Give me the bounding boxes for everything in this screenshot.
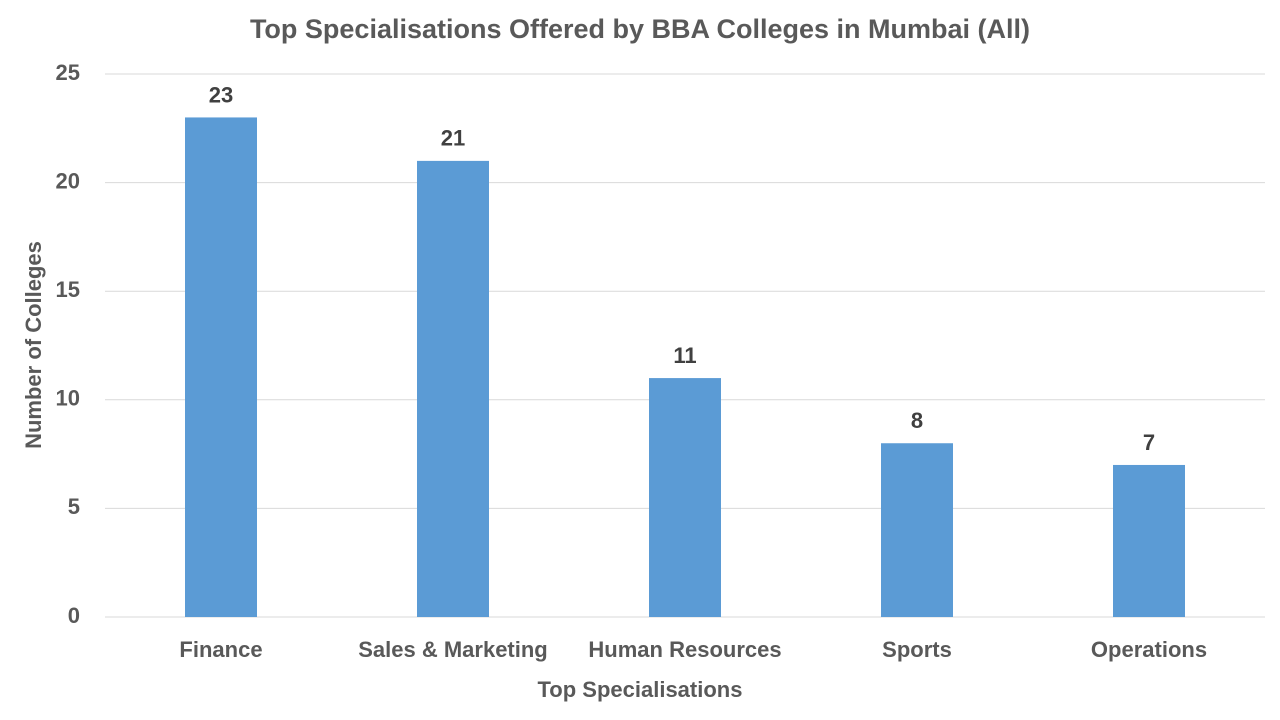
data-label: 7 — [1143, 430, 1155, 455]
y-tick-label: 15 — [56, 277, 80, 302]
data-label: 23 — [209, 82, 233, 107]
bar — [1113, 464, 1185, 617]
y-tick-label: 20 — [56, 168, 80, 193]
data-label: 8 — [911, 408, 923, 433]
bar — [649, 378, 721, 617]
x-tick-label: Human Resources — [588, 637, 781, 662]
x-tick-label: Sales & Marketing — [358, 637, 548, 662]
data-label: 21 — [441, 126, 465, 151]
bar — [881, 443, 953, 617]
y-tick-label: 10 — [56, 386, 80, 411]
x-axis-label: Top Specialisations — [538, 677, 743, 702]
x-tick-label: Operations — [1091, 637, 1207, 662]
y-tick-label: 0 — [68, 603, 80, 628]
x-tick-label: Finance — [179, 637, 262, 662]
y-axis-label: Number of Colleges — [21, 241, 46, 449]
bar — [185, 117, 257, 617]
bar — [417, 160, 489, 617]
y-tick-label: 5 — [68, 494, 80, 519]
x-tick-label: Sports — [882, 637, 952, 662]
data-label: 11 — [673, 343, 696, 368]
chart-title: Top Specialisations Offered by BBA Colle… — [250, 14, 1030, 44]
y-tick-label: 25 — [56, 60, 80, 85]
